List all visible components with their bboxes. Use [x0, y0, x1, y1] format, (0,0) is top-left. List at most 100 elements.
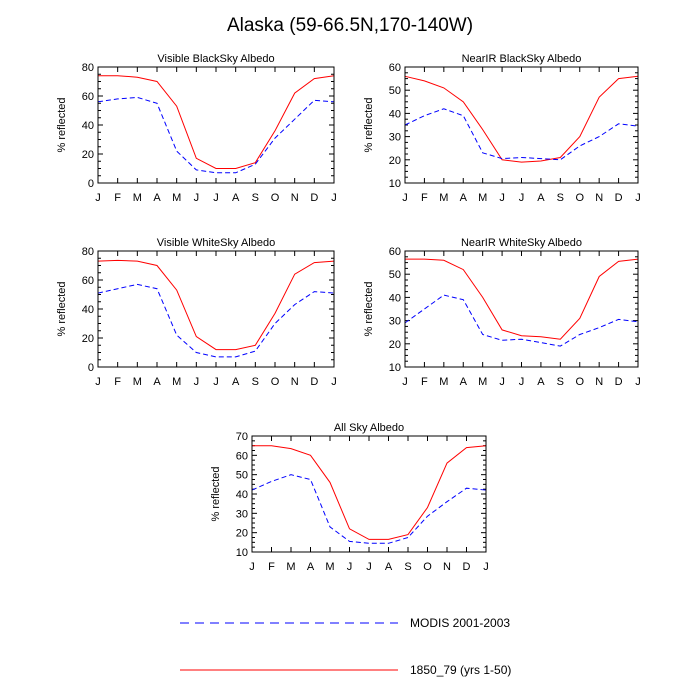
x-tick-label: J: [635, 376, 641, 388]
series-line-modis: [404, 294, 639, 347]
x-tick-label: M: [172, 192, 181, 204]
x-tick-label: J: [402, 376, 408, 388]
plot-frame: [97, 66, 335, 184]
y-axis-label: % reflected: [56, 281, 68, 336]
panel-title: NearIR BlackSky Albedo: [462, 53, 582, 65]
x-tick-label: A: [153, 376, 161, 388]
legend-label-modis: MODIS 2001-2003: [410, 616, 510, 630]
x-tick-label: M: [439, 376, 448, 388]
x-tick-label: J: [499, 192, 505, 204]
x-tick-label: O: [575, 376, 584, 388]
x-tick-label: F: [421, 192, 428, 204]
x-tick-label: O: [271, 192, 280, 204]
panel-title: All Sky Albedo: [334, 422, 404, 434]
x-tick-label: J: [519, 376, 525, 388]
y-tick-label: 50: [389, 269, 401, 281]
series-line-modis: [97, 283, 335, 358]
series-line-model: [97, 259, 335, 351]
x-tick-label: M: [439, 192, 448, 204]
y-axis-label: % reflected: [56, 97, 68, 152]
figure-title: Alaska (59-66.5N,170-140W): [227, 15, 473, 36]
x-tick-label: J: [402, 192, 408, 204]
plot-frame: [251, 435, 487, 553]
x-tick-label: N: [595, 192, 603, 204]
series-line-model: [404, 75, 639, 163]
y-tick-label: 40: [389, 108, 401, 120]
x-tick-label: D: [615, 376, 623, 388]
x-tick-label: N: [291, 192, 299, 204]
y-tick-label: 30: [389, 132, 401, 144]
y-tick-label: 40: [82, 120, 94, 132]
y-tick-label: 80: [82, 62, 94, 74]
x-tick-label: J: [331, 376, 337, 388]
series-line-modis: [97, 96, 335, 174]
x-tick-label: J: [95, 192, 101, 204]
y-tick-label: 10: [389, 362, 401, 374]
y-tick-label: 20: [82, 333, 94, 345]
plot-frame: [404, 66, 639, 184]
x-tick-label: J: [213, 192, 219, 204]
x-tick-label: J: [366, 561, 372, 573]
legend-label-model: 1850_79 (yrs 1-50): [410, 663, 511, 677]
y-tick-label: 60: [236, 450, 248, 462]
y-tick-label: 40: [82, 304, 94, 316]
y-axis-label: % reflected: [363, 97, 375, 152]
panel-title: Visible BlackSky Albedo: [157, 53, 274, 65]
x-tick-label: J: [519, 192, 525, 204]
series-line-modis: [404, 108, 639, 161]
x-tick-label: F: [268, 561, 275, 573]
panel-title: Visible WhiteSky Albedo: [157, 237, 275, 249]
x-tick-label: M: [133, 192, 142, 204]
panel-title: NearIR WhiteSky Albedo: [461, 237, 582, 249]
y-tick-label: 60: [389, 62, 401, 74]
x-tick-label: O: [575, 192, 584, 204]
y-axis-label: % reflected: [210, 466, 222, 521]
x-tick-label: S: [557, 376, 564, 388]
x-tick-label: J: [194, 376, 200, 388]
x-tick-label: J: [95, 376, 101, 388]
x-tick-label: N: [443, 561, 451, 573]
x-tick-label: F: [421, 376, 428, 388]
y-tick-label: 40: [236, 489, 248, 501]
y-tick-label: 40: [389, 292, 401, 304]
y-tick-label: 10: [389, 178, 401, 190]
x-tick-label: S: [252, 376, 259, 388]
x-tick-label: M: [172, 376, 181, 388]
x-tick-label: J: [347, 561, 353, 573]
x-tick-label: J: [331, 192, 337, 204]
x-tick-label: M: [478, 192, 487, 204]
y-tick-label: 30: [389, 316, 401, 328]
chart-panel-5: All Sky Albedo % reflected 10 20 30 40 50 60 70 J…: [210, 422, 489, 573]
x-tick-label: F: [114, 376, 121, 388]
x-tick-label: J: [213, 376, 219, 388]
y-tick-label: 10: [236, 547, 248, 559]
x-tick-label: M: [325, 561, 334, 573]
x-tick-label: N: [291, 376, 299, 388]
series-line-model: [98, 75, 335, 169]
chart-panel-2: NearIR BlackSky Albedo % reflected 10 20 30 4…: [363, 53, 641, 204]
x-tick-label: A: [460, 192, 468, 204]
x-tick-label: S: [252, 192, 259, 204]
x-tick-label: S: [557, 192, 564, 204]
chart-panel-4: NearIR WhiteSky Albedo % reflected 10 20 30 4…: [363, 237, 641, 388]
x-tick-label: J: [249, 561, 255, 573]
x-tick-label: J: [194, 192, 200, 204]
x-tick-label: M: [478, 376, 487, 388]
y-tick-label: 50: [236, 470, 248, 482]
panels: Visible BlackSky Albedo % reflected 0 20 40 6…: [56, 53, 641, 573]
x-tick-label: J: [499, 376, 505, 388]
x-tick-label: M: [133, 376, 142, 388]
y-tick-label: 20: [389, 155, 401, 167]
x-tick-label: A: [153, 192, 161, 204]
x-tick-label: M: [286, 561, 295, 573]
series-line-model: [405, 258, 639, 340]
x-tick-label: F: [114, 192, 121, 204]
y-tick-label: 60: [82, 91, 94, 103]
x-tick-label: D: [310, 192, 318, 204]
x-tick-label: O: [423, 561, 432, 573]
y-tick-label: 70: [236, 431, 248, 443]
y-tick-label: 0: [88, 178, 94, 190]
y-tick-label: 50: [389, 85, 401, 97]
y-tick-label: 30: [236, 508, 248, 520]
